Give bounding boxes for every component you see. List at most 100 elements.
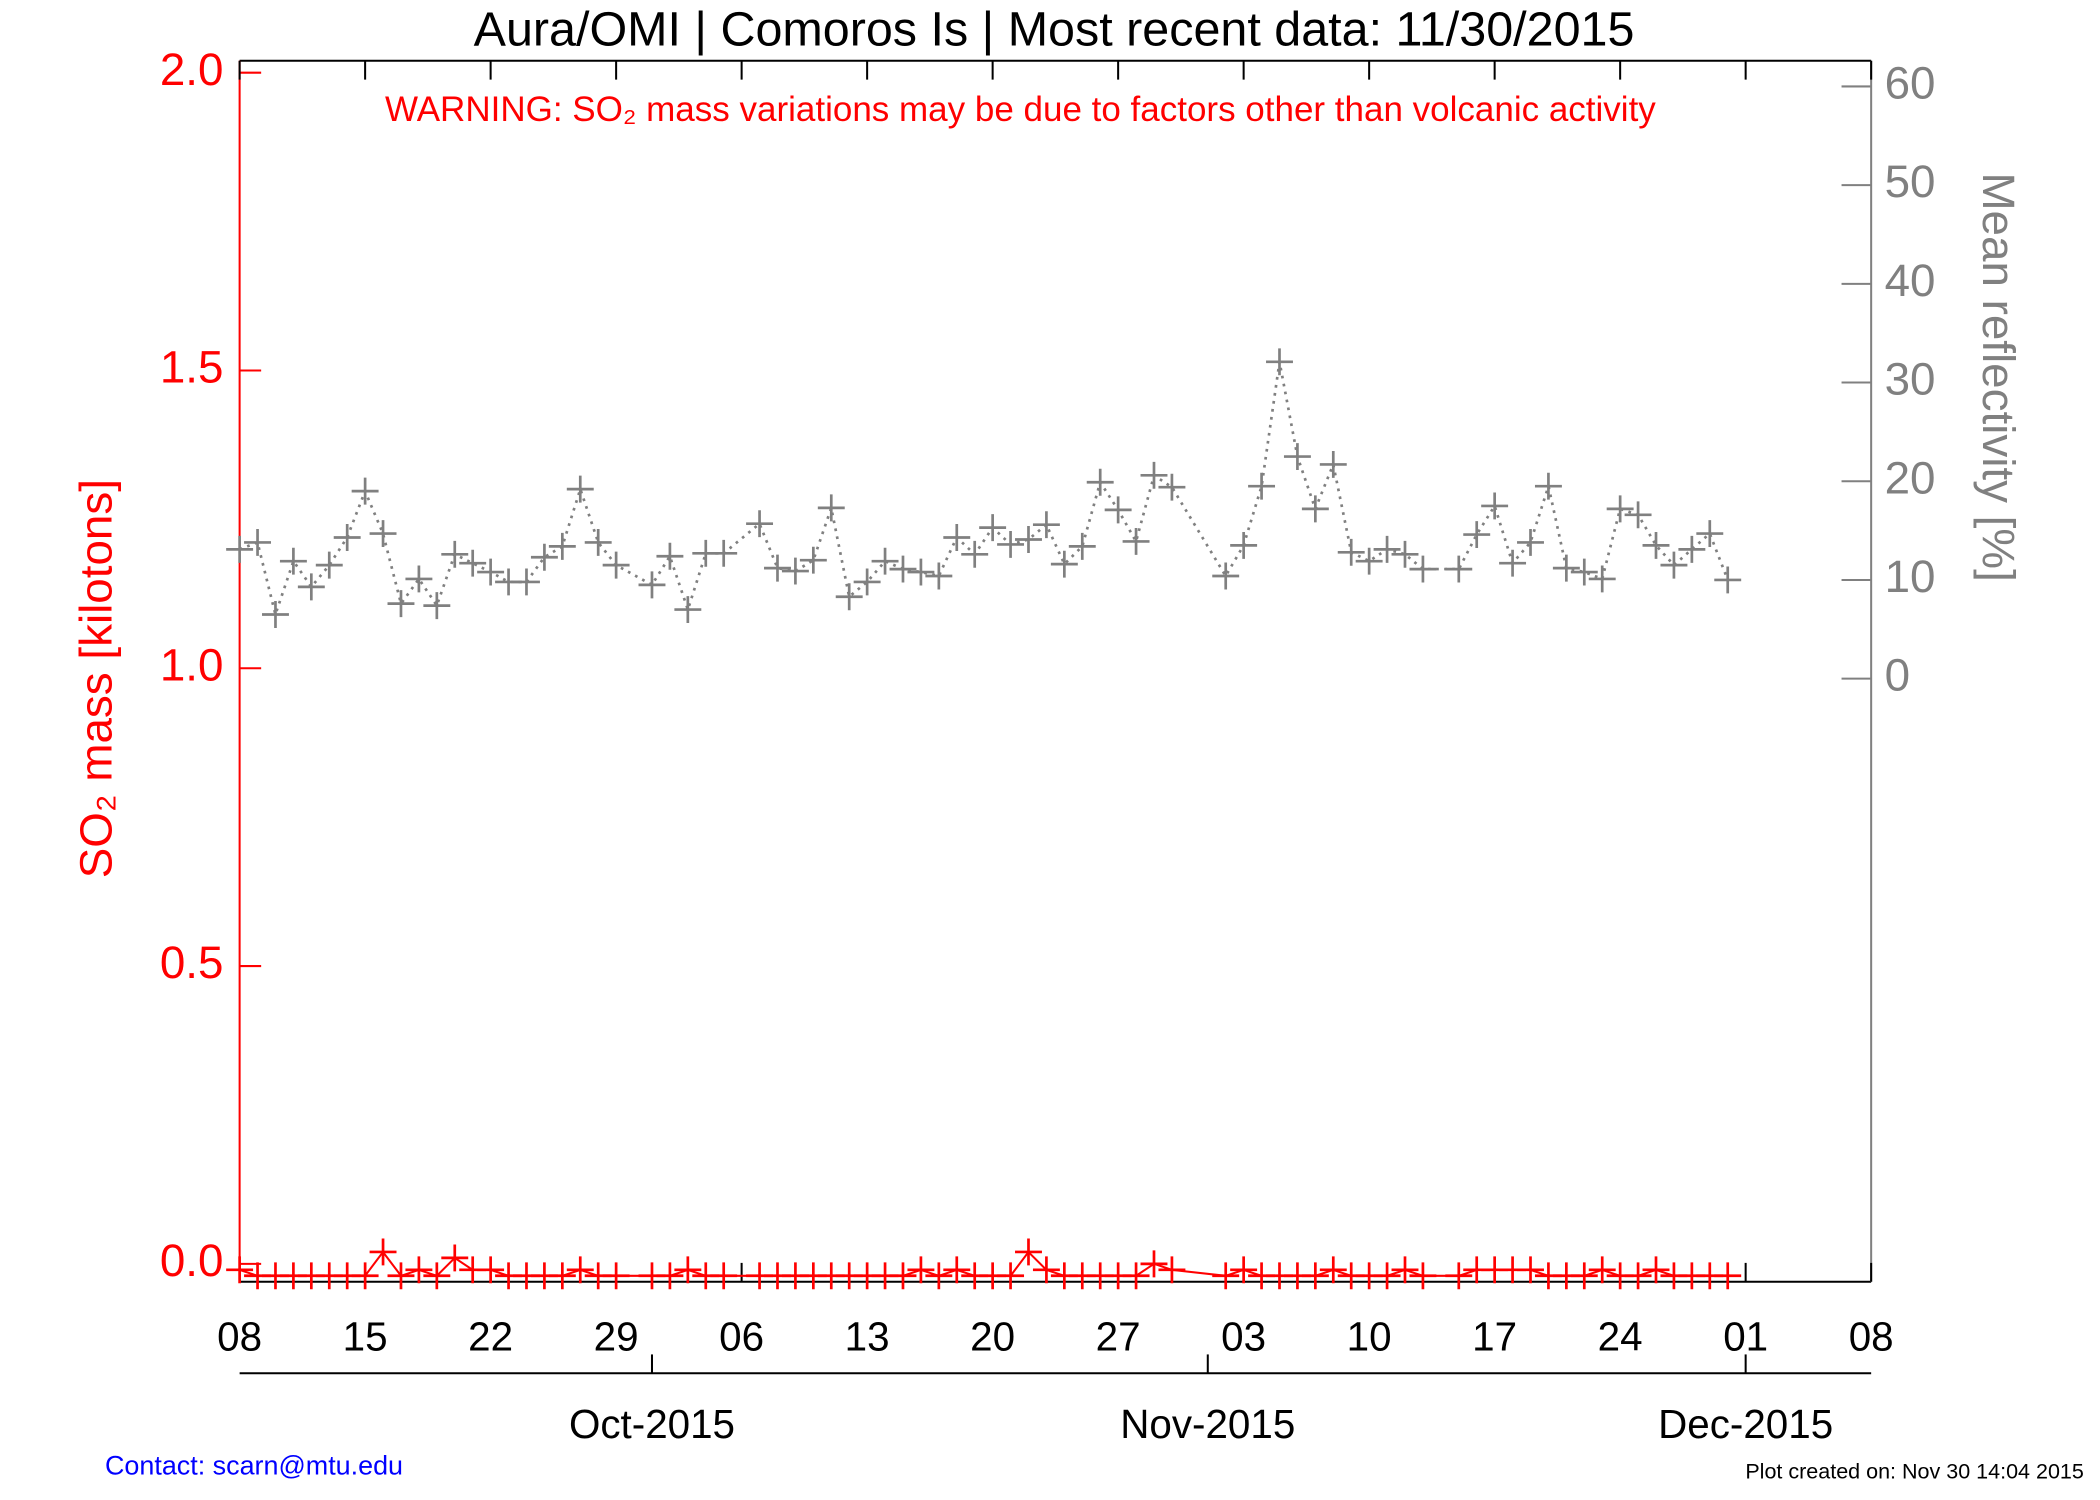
marker bbox=[1588, 565, 1616, 593]
marker bbox=[943, 524, 971, 551]
x-tick-label: 10 bbox=[1347, 1313, 1392, 1359]
marker bbox=[1068, 532, 1096, 560]
marker bbox=[351, 477, 379, 505]
marker bbox=[1230, 531, 1258, 559]
marker bbox=[423, 1262, 451, 1290]
month-label: Nov-2015 bbox=[1120, 1401, 1295, 1447]
marker bbox=[351, 1262, 379, 1290]
y2-tick-label: 10 bbox=[1885, 551, 1936, 602]
marker bbox=[1015, 526, 1042, 553]
marker bbox=[602, 1262, 630, 1290]
month-label: Dec-2015 bbox=[1658, 1401, 1833, 1447]
marker bbox=[1391, 540, 1419, 568]
y2-axis-label: Mean reflectivity [%] bbox=[1973, 172, 2024, 581]
marker bbox=[943, 1256, 971, 1284]
y2-tick-label: 0 bbox=[1885, 650, 1910, 701]
marker bbox=[1283, 443, 1311, 471]
marker bbox=[262, 601, 289, 628]
marker bbox=[1373, 1262, 1401, 1290]
marker bbox=[1015, 1238, 1042, 1266]
marker bbox=[1301, 1262, 1329, 1290]
marker bbox=[566, 475, 594, 503]
marker bbox=[997, 530, 1025, 558]
marker bbox=[1409, 555, 1437, 583]
marker bbox=[297, 573, 325, 601]
marker bbox=[853, 568, 881, 596]
marker bbox=[781, 557, 809, 585]
y-tick-label: 0.5 bbox=[160, 937, 224, 988]
marker bbox=[674, 596, 702, 624]
marker bbox=[925, 562, 953, 590]
marker bbox=[889, 555, 917, 583]
marker bbox=[674, 1256, 702, 1284]
marker bbox=[1678, 535, 1706, 563]
marker bbox=[477, 558, 505, 586]
marker bbox=[1570, 558, 1598, 586]
marker bbox=[441, 540, 469, 568]
y2-tick-label: 60 bbox=[1885, 58, 1936, 109]
x-tick-label: 17 bbox=[1472, 1313, 1517, 1359]
x-tick-label: 22 bbox=[468, 1313, 513, 1359]
marker bbox=[1517, 1256, 1544, 1284]
x-tick-label: 01 bbox=[1723, 1313, 1768, 1359]
marker bbox=[423, 592, 451, 620]
x-tick-label: 29 bbox=[594, 1313, 639, 1359]
marker bbox=[369, 1238, 397, 1266]
marker bbox=[459, 549, 487, 577]
marker bbox=[1050, 550, 1078, 578]
warning: WARNING: SO₂ mass variations may be due … bbox=[385, 90, 1656, 129]
marker bbox=[907, 558, 935, 586]
y-tick-label: 0.0 bbox=[160, 1235, 224, 1286]
marker bbox=[1391, 1256, 1419, 1284]
x-tick-label: 08 bbox=[217, 1313, 262, 1359]
marker bbox=[925, 1262, 953, 1290]
y-axis-label: SO₂ mass [kilotons] bbox=[71, 479, 122, 878]
marker bbox=[584, 528, 612, 556]
x-tick-label: 15 bbox=[343, 1313, 388, 1359]
x-tick-label: 24 bbox=[1598, 1313, 1643, 1359]
x-tick-label: 20 bbox=[970, 1313, 1015, 1359]
marker bbox=[602, 551, 630, 579]
marker bbox=[1266, 348, 1293, 376]
marker bbox=[1534, 472, 1562, 500]
marker bbox=[1248, 472, 1276, 500]
marker bbox=[1104, 496, 1132, 524]
marker bbox=[1714, 566, 1742, 594]
marker bbox=[817, 494, 845, 522]
marker bbox=[1122, 1262, 1150, 1290]
y2-tick-label: 40 bbox=[1885, 255, 1936, 306]
marker bbox=[1319, 1256, 1347, 1284]
marker bbox=[405, 1256, 433, 1284]
marker bbox=[1086, 468, 1114, 496]
marker bbox=[1696, 520, 1724, 548]
marker bbox=[1714, 1262, 1742, 1290]
marker bbox=[226, 1256, 254, 1284]
marker bbox=[1158, 1256, 1186, 1284]
marker bbox=[1642, 531, 1670, 559]
marker bbox=[907, 1256, 935, 1284]
marker bbox=[477, 1256, 505, 1284]
marker bbox=[1517, 528, 1544, 556]
marker bbox=[799, 546, 827, 574]
y-tick-label: 2.0 bbox=[160, 44, 224, 95]
marker bbox=[387, 590, 415, 618]
marker bbox=[1445, 1262, 1473, 1290]
marker bbox=[764, 554, 791, 582]
marker bbox=[1481, 492, 1509, 520]
marker bbox=[387, 1262, 415, 1290]
y2-tick-label: 20 bbox=[1885, 452, 1936, 503]
x-tick-label: 06 bbox=[719, 1313, 764, 1359]
marker bbox=[1355, 547, 1383, 575]
marker bbox=[1158, 473, 1186, 501]
marker bbox=[369, 520, 397, 548]
marker bbox=[1499, 549, 1527, 577]
marker bbox=[979, 514, 1007, 542]
x-tick-label: 27 bbox=[1096, 1313, 1141, 1359]
plot-created: Plot created on: Nov 30 14:04 2015 bbox=[1745, 1460, 2084, 1484]
marker bbox=[226, 535, 254, 563]
marker bbox=[1337, 538, 1365, 566]
marker bbox=[1409, 1262, 1437, 1290]
marker bbox=[1588, 1256, 1616, 1284]
y2-tick-label: 50 bbox=[1885, 156, 1936, 207]
marker bbox=[513, 568, 540, 596]
